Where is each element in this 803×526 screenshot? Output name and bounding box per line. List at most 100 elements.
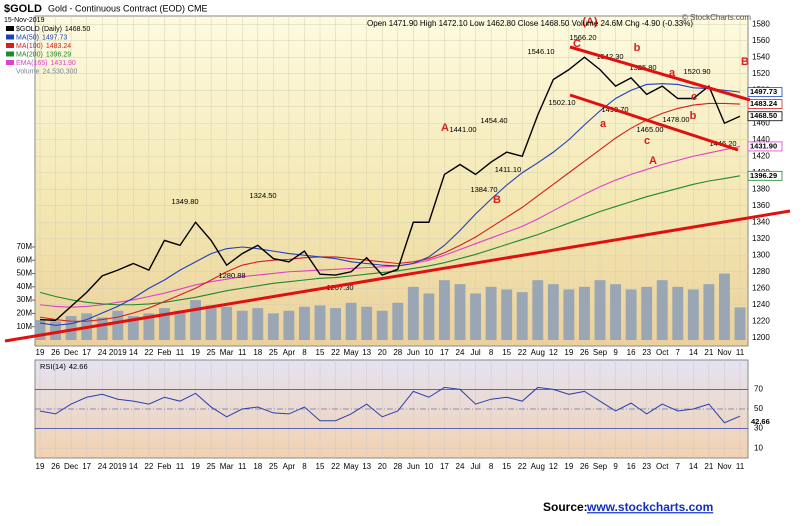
x-tick-label: Oct: [656, 462, 669, 471]
volume-bar: [205, 305, 217, 340]
x-tick-label: 7: [676, 462, 681, 471]
y-tick-label: 1540: [752, 52, 770, 61]
value-tag: [747, 111, 783, 122]
volume-bar: [361, 306, 373, 340]
x-tick-label: 25: [207, 348, 216, 357]
annotation: c: [644, 135, 650, 147]
chart-title: $GOLD: [4, 3, 42, 15]
x-tick-label: Mar: [220, 348, 234, 357]
x-tick-label: 25: [269, 348, 278, 357]
x-tick-label: 17: [82, 348, 91, 357]
x-tick-label: 11: [176, 462, 185, 471]
y-tick-label: 1300: [752, 250, 770, 259]
y-tick-label: 1340: [752, 217, 770, 226]
volume-bar: [563, 289, 575, 340]
volume-bar: [532, 280, 544, 340]
volume-bar: [407, 286, 419, 340]
volume-bar: [252, 308, 264, 340]
volume-bar: [672, 286, 684, 340]
volume-bar: [267, 313, 279, 340]
value-tag: [747, 99, 783, 109]
x-tick-label: 7: [676, 348, 681, 357]
rsi-tag: 42.66: [751, 417, 770, 426]
volume-bar: [127, 316, 139, 340]
x-tick-label: 26: [580, 348, 589, 357]
legend-name: $GOLD (Daily): [16, 26, 62, 33]
legend-value: 1396.29: [46, 51, 71, 58]
x-tick-label: 22: [518, 462, 527, 471]
x-tick-label: 26: [580, 462, 589, 471]
price-line: [39, 83, 741, 326]
value-tag-label: 1431.90: [750, 141, 777, 150]
y-tick-label: 1520: [752, 69, 770, 78]
volume-bar: [159, 308, 170, 340]
volume-bar: [485, 286, 497, 340]
price-line: [39, 56, 741, 322]
chart-date: 15-Nov-2019: [4, 17, 45, 24]
y-tick-label: 1560: [752, 36, 770, 45]
x-tick-label: 9: [613, 348, 618, 357]
rsi-tick-label: 50: [754, 404, 763, 413]
trend-line: [4, 209, 791, 343]
x-tick-label: 11: [736, 462, 745, 471]
rsi-tick-label: 10: [754, 443, 763, 452]
x-tick-label: 19: [191, 348, 200, 357]
legend-value: 1483.24: [46, 43, 71, 50]
chart-subtitle: Gold - Continuous Contract (EOD) CME: [48, 3, 208, 13]
x-tick-label: Nov: [717, 348, 731, 357]
x-tick-label: 8: [489, 462, 494, 471]
legend-value: 1468.50: [65, 26, 90, 33]
annotation: 1478.00: [662, 115, 689, 124]
x-tick-label: May: [344, 462, 359, 471]
x-tick-label: 19: [564, 462, 573, 471]
channel-top: [569, 45, 751, 102]
x-tick-label: 16: [627, 348, 636, 357]
value-tag-label: 1497.73: [750, 87, 777, 96]
y-tick-label: 1580: [752, 19, 770, 28]
x-tick-label: 22: [331, 462, 340, 471]
y-tick-label: 1260: [752, 283, 770, 292]
annotation: a: [600, 118, 607, 130]
annotation: B: [741, 56, 749, 68]
x-tick-label: Sep: [593, 462, 608, 471]
x-tick-label: 19: [36, 348, 45, 357]
value-tag: [747, 170, 783, 181]
source-url[interactable]: www.stockcharts.com: [586, 500, 713, 514]
volume-tick-label: 10M: [16, 322, 32, 331]
annotation: A: [649, 155, 657, 167]
y-tick-label: 1380: [752, 184, 770, 193]
y-tick-label: 1200: [752, 333, 770, 342]
legend-value: 1497.73: [42, 34, 67, 41]
annotation: 1454.40: [480, 116, 507, 125]
x-tick-label: 24: [98, 348, 107, 357]
x-tick-label: 15: [502, 348, 511, 357]
x-tick-label: 28: [393, 462, 402, 471]
volume-bar: [454, 284, 466, 340]
legend-swatch: [6, 43, 14, 48]
x-tick-label: 9: [613, 462, 618, 471]
x-tick-label: Nov: [717, 462, 731, 471]
x-tick-label: 14: [689, 462, 698, 471]
x-tick-label: 12: [549, 462, 558, 471]
x-tick-label: 15: [502, 462, 511, 471]
annotation: 1446.20: [709, 139, 736, 148]
x-tick-label: 13: [362, 348, 371, 357]
value-tag-label: 1468.50: [750, 111, 777, 120]
channel-bottom: [569, 93, 739, 152]
x-tick-label: Jun: [407, 462, 420, 471]
x-tick-label: 20: [378, 348, 387, 357]
volume-bar: [439, 280, 450, 340]
x-tick-label: 10: [424, 348, 433, 357]
x-tick-label: 10: [424, 462, 433, 471]
volume-bar: [34, 320, 46, 340]
volume-bar: [594, 280, 606, 340]
annotation: A: [441, 122, 449, 134]
annotation: 1349.80: [171, 197, 198, 206]
volume-bar: [283, 310, 295, 340]
volume-bar: [174, 310, 186, 340]
legend-name: EMA(165): [16, 60, 48, 67]
x-tick-label: Apr: [283, 462, 296, 471]
y-tick-label: 1240: [752, 300, 770, 309]
